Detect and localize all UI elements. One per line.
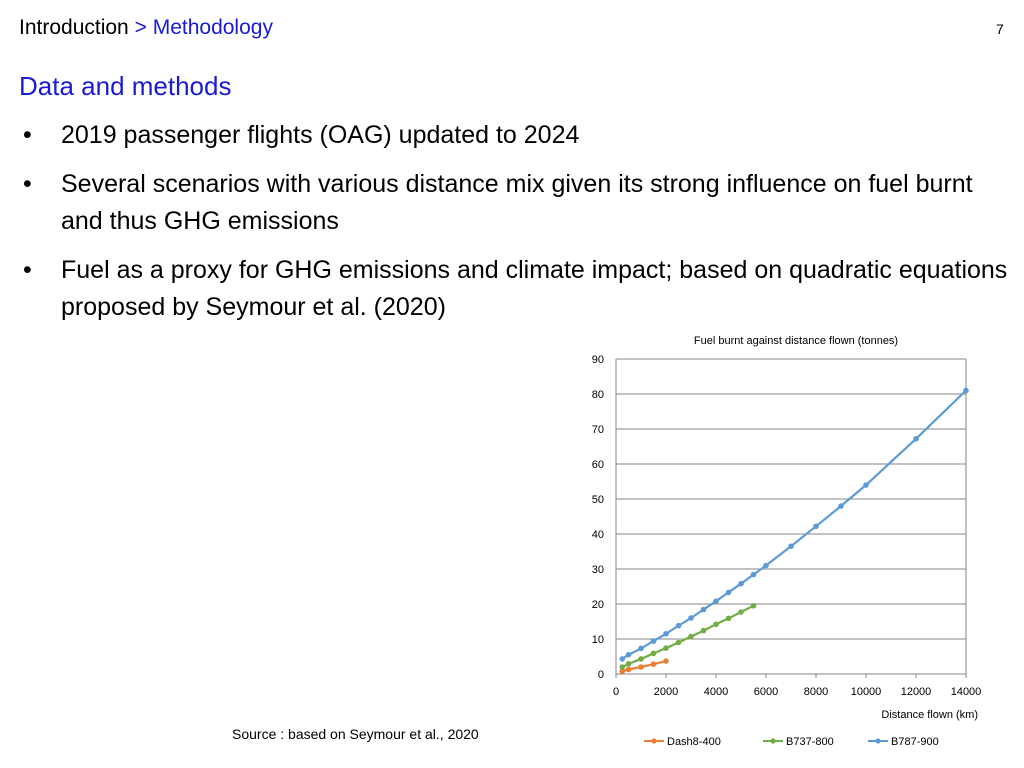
y-tick-label: 70 — [592, 424, 604, 436]
bullet-text: Several scenarios with various distance … — [61, 170, 973, 235]
breadcrumb: Introduction > Methodology — [19, 16, 273, 40]
x-tick-label: 6000 — [754, 686, 778, 698]
legend-marker — [770, 738, 776, 744]
bullet-dot: • — [23, 256, 32, 284]
data-point — [625, 651, 632, 658]
data-point — [838, 503, 844, 509]
series-line — [621, 389, 967, 660]
source-note: Source : based on Seymour et al., 2020 — [232, 726, 479, 742]
data-point — [725, 589, 732, 596]
data-point — [738, 580, 744, 587]
legend-item: B787-900 — [868, 736, 939, 748]
data-point — [638, 656, 644, 662]
legend-item: B737-800 — [763, 736, 834, 748]
legend-marker — [875, 738, 881, 744]
data-point — [763, 562, 769, 569]
fuel-burn-chart: Fuel burnt against distance flown (tonne… — [592, 335, 982, 748]
data-point — [663, 630, 669, 637]
y-tick-label: 90 — [592, 354, 604, 366]
y-tick-label: 60 — [592, 459, 604, 471]
x-tick-label: 2000 — [654, 686, 678, 698]
bullet-text: 2019 passenger flights (OAG) updated to … — [61, 121, 580, 149]
bullet-item: • Several scenarios with various distanc… — [19, 166, 1014, 240]
chart-grid — [616, 358, 966, 675]
y-tick-label: 10 — [592, 634, 604, 646]
data-point — [619, 664, 626, 670]
chart-legend: Dash8-400 B737-800 B787-900 — [644, 736, 939, 748]
data-point — [650, 638, 657, 644]
section-title: Data and methods — [19, 71, 232, 101]
data-point — [638, 664, 644, 670]
bullet-dot: • — [23, 170, 32, 198]
data-point — [650, 661, 657, 667]
data-point — [625, 661, 632, 667]
data-point — [813, 523, 819, 530]
bullet-dot: • — [23, 121, 32, 149]
data-point — [700, 606, 707, 613]
data-point — [863, 482, 869, 488]
data-point — [650, 650, 657, 657]
chart-series — [619, 387, 969, 674]
y-tick-label: 0 — [598, 669, 604, 681]
breadcrumb-separator: > — [134, 16, 147, 39]
breadcrumb-parent: Introduction — [19, 16, 129, 39]
series-dash8-400 — [619, 658, 669, 674]
legend-label: B737-800 — [786, 736, 834, 748]
data-point — [750, 602, 757, 609]
data-point — [713, 598, 719, 604]
y-tick-label: 80 — [592, 389, 604, 401]
x-tick-label: 8000 — [804, 686, 828, 698]
data-point — [688, 633, 694, 640]
breadcrumb-current: Methodology — [152, 16, 273, 39]
y-tick-label: 50 — [592, 494, 604, 506]
data-point — [619, 656, 626, 662]
legend-marker — [651, 738, 657, 744]
data-point — [700, 627, 707, 634]
data-point — [738, 609, 744, 615]
data-point — [663, 658, 669, 664]
data-point — [625, 666, 632, 673]
data-point — [788, 543, 794, 550]
data-point — [750, 571, 757, 578]
y-tick-label: 30 — [592, 564, 604, 576]
data-point — [713, 621, 719, 628]
series-b787-900 — [619, 387, 969, 662]
data-point — [675, 622, 682, 629]
series-b737-800 — [619, 602, 757, 670]
bullet-text: Fuel as a proxy for GHG emissions and cl… — [61, 256, 1008, 321]
x-tick-label: 0 — [613, 686, 619, 698]
y-tick-label: 20 — [592, 599, 604, 611]
chart-axes: 0 10 20 30 40 50 60 70 80 90 0 2000 4000 6000 8000 1000… — [592, 354, 982, 698]
x-tick-label: 10000 — [851, 686, 882, 698]
x-tick-label: 12000 — [901, 686, 932, 698]
y-tick-label: 40 — [592, 529, 604, 541]
bullet-item: • Fuel as a proxy for GHG emissions and … — [19, 252, 1014, 326]
data-point — [663, 645, 669, 651]
data-point — [688, 615, 694, 621]
legend-label: B787-900 — [891, 736, 939, 748]
data-point — [913, 436, 919, 442]
data-point — [963, 387, 969, 394]
bullet-item: • 2019 passenger flights (OAG) updated t… — [19, 117, 1014, 154]
data-point — [675, 639, 682, 646]
legend-item: Dash8-400 — [644, 736, 721, 748]
data-point — [725, 615, 732, 622]
data-point — [619, 668, 626, 674]
legend-label: Dash8-400 — [667, 736, 721, 748]
x-tick-label: 4000 — [704, 686, 728, 698]
data-point — [638, 645, 644, 652]
chart-title: Fuel burnt against distance flown (tonne… — [694, 335, 898, 347]
page-number: 7 — [996, 21, 1004, 37]
x-tick-label: 14000 — [951, 686, 982, 698]
x-axis-label: Distance flown (km) — [881, 709, 978, 721]
bullet-list: • 2019 passenger flights (OAG) updated t… — [19, 117, 1014, 338]
